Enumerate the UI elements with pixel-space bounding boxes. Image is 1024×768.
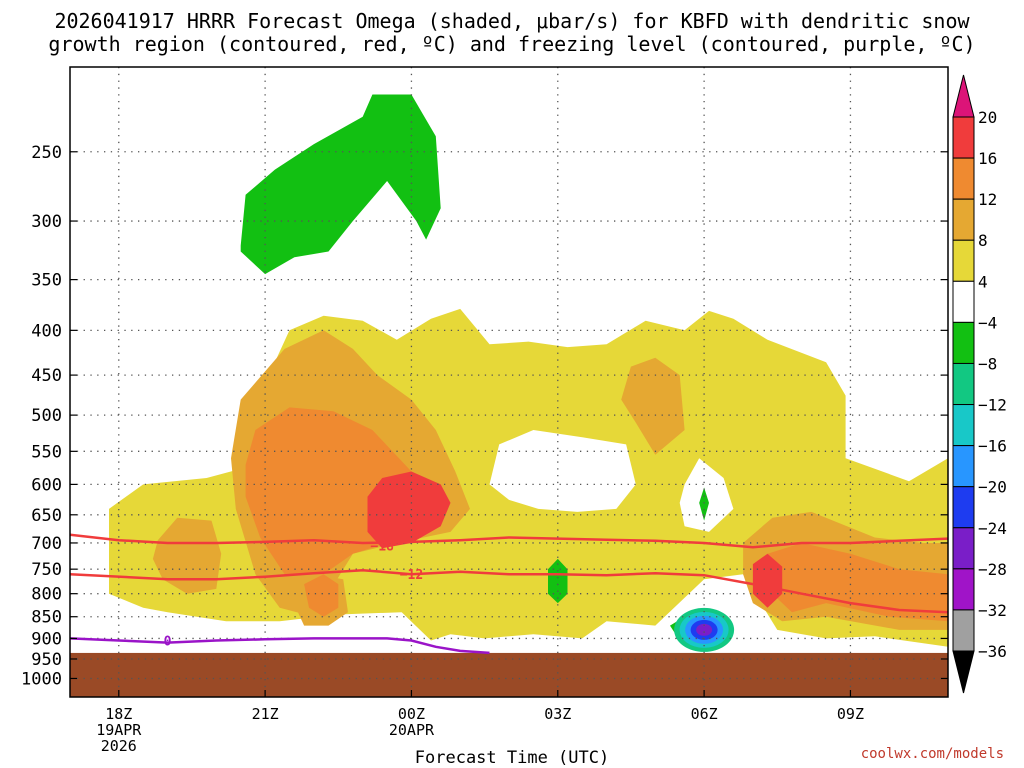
colorbar-label-1: 20 — [978, 108, 997, 127]
y-tick-label-650: 650 — [31, 506, 62, 526]
y-tick-label-250: 250 — [31, 143, 62, 163]
colorbar-swatch-3 — [952, 198, 975, 241]
colorbar-label-3: 12 — [978, 190, 997, 209]
colorbar-swatch-7 — [952, 362, 975, 406]
y-tick-label-950: 950 — [31, 650, 62, 670]
colorbar-swatch-12 — [952, 568, 975, 611]
contour-label-dgz-minus12: −12 — [400, 568, 423, 583]
colorbar-bottom-arrow — [952, 650, 975, 694]
credit-text[interactable]: coolwx.com/models — [860, 746, 1004, 762]
colorbar-swatch-11 — [952, 527, 975, 570]
y-tick-label-600: 600 — [31, 475, 62, 495]
colorbar-swatch-5 — [952, 280, 975, 323]
x-tick-label-03Z: 03Z — [544, 705, 571, 723]
omega-spot-ring-5 — [696, 623, 713, 636]
colorbar-label-13: −32 — [978, 601, 1007, 620]
contour-label-dgz-minus18: −18 — [370, 540, 394, 555]
colorbar-swatch-9 — [952, 445, 975, 488]
chart-title-line2: growth region (contoured, red, ºC) and f… — [48, 32, 976, 56]
colorbar-label-12: −28 — [978, 560, 1007, 579]
contour-line-dgz-minus12 — [70, 568, 948, 614]
colorbar-label-4: 8 — [978, 231, 988, 250]
colorbar-swatch-8 — [952, 404, 975, 447]
colorbar-swatch-4 — [952, 239, 975, 282]
omega-region-white-hole-east — [679, 458, 734, 532]
x-tick-label-06Z: 06Z — [691, 705, 718, 723]
omega-region-green-upper-lobe — [240, 94, 441, 275]
colorbar-swatch-1 — [952, 116, 975, 159]
omega-region-orange-east-top — [621, 357, 685, 455]
y-tick-label-700: 700 — [31, 534, 62, 554]
x-tick-sublabel-00Z: 20APR — [389, 721, 435, 739]
contour-line-dgz-minus18 — [70, 533, 948, 549]
omega-region-darkorange-east — [767, 543, 948, 622]
contour-line-freezing-0 — [70, 637, 490, 655]
y-tick-label-850: 850 — [31, 608, 62, 628]
colorbar-label-10: −20 — [978, 478, 1007, 497]
colorbar-top-arrow — [952, 74, 975, 118]
x-tick-label-09Z: 09Z — [837, 705, 864, 723]
surface-ground — [70, 652, 948, 697]
omega-region-green-06z-small — [699, 487, 709, 521]
x-tick-sublabel-18Z: 19APR — [96, 721, 142, 739]
contour-label-freezing-0: 0 — [164, 635, 172, 650]
x-tick-label-00Z: 00Z — [398, 705, 425, 723]
y-tick-label-500: 500 — [31, 406, 62, 426]
y-tick-label-350: 350 — [31, 271, 62, 291]
x-tick-sublabel2-18Z: 2026 — [101, 737, 137, 755]
plot-frame — [69, 66, 949, 698]
colorbar-label-14: −36 — [978, 642, 1007, 661]
x-tick-label-21Z: 21Z — [252, 705, 279, 723]
y-tick-label-1000: 1000 — [21, 669, 62, 689]
colorbar-swatch-6 — [952, 321, 975, 364]
omega-region-red-east — [752, 553, 783, 608]
colorbar-label-6: −4 — [978, 313, 997, 332]
omega-region-darkorange-lower — [304, 574, 339, 617]
plot-area: −12 −18 0 — [70, 67, 948, 697]
colorbar-label-5: 4 — [978, 272, 988, 291]
y-tick-label-900: 900 — [31, 629, 62, 649]
y-tick-label-800: 800 — [31, 585, 62, 605]
colorbar-label-9: −16 — [978, 437, 1007, 456]
colorbar-swatch-10 — [952, 486, 975, 529]
y-tick-label-400: 400 — [31, 321, 62, 341]
omega-region-white-hole-mid — [489, 430, 636, 512]
omega-region-red-core — [367, 471, 451, 549]
y-tick-label-450: 450 — [31, 366, 62, 386]
colorbar-label-8: −12 — [978, 396, 1007, 415]
colorbar-label-11: −24 — [978, 519, 1007, 538]
y-tick-label-750: 750 — [31, 560, 62, 580]
x-axis-label: Forecast Time (UTC) — [414, 748, 610, 768]
colorbar-swatch-2 — [952, 157, 975, 200]
colorbar-swatch-13 — [952, 609, 975, 652]
colorbar-label-7: −8 — [978, 354, 997, 373]
omega-region-green-03z-small — [548, 558, 568, 604]
y-tick-label-550: 550 — [31, 442, 62, 462]
x-tick-label-18Z: 18Z — [105, 705, 132, 723]
y-tick-label-300: 300 — [31, 212, 62, 232]
colorbar-label-2: 16 — [978, 149, 997, 168]
omega-region-orange-west — [152, 517, 222, 594]
chart-title-line1: 2026041917 HRRR Forecast Omega (shaded, … — [54, 9, 970, 33]
